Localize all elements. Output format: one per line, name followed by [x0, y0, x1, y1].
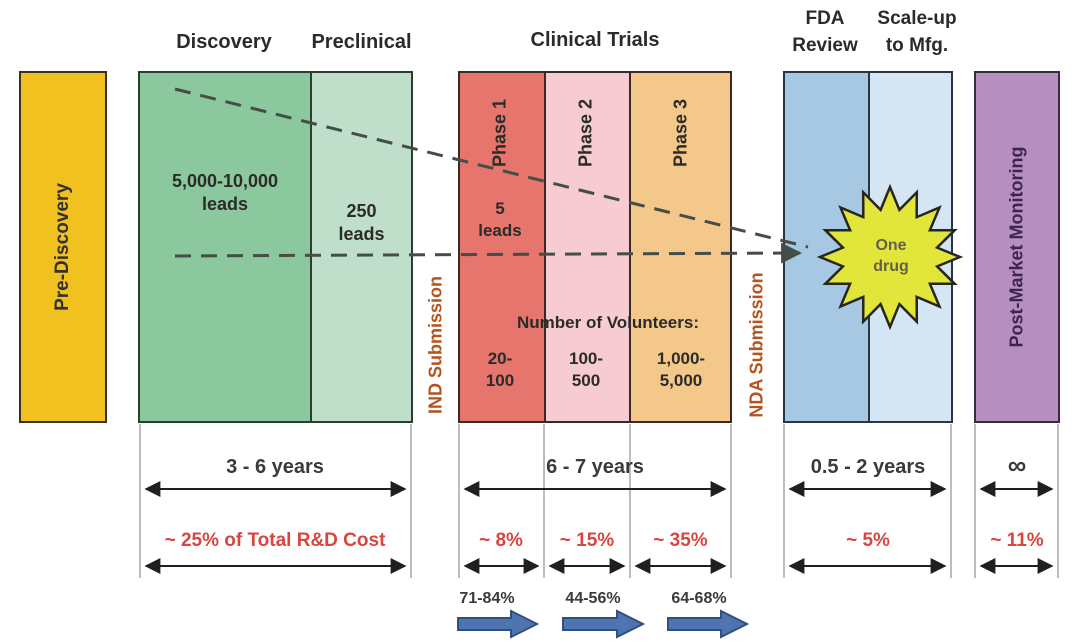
phase1-volunteers: 20- 100: [485, 349, 515, 391]
phase1-cost: ~ 8%: [479, 530, 523, 551]
phase2-label: Phase 2: [575, 98, 596, 168]
guide-lines: [139, 424, 1059, 578]
phase2-success-rate: 44-56%: [565, 590, 621, 607]
discovery-cell: [140, 73, 310, 421]
success-rate-arrows: [457, 609, 750, 639]
phase2-volunteers: 100- 500: [568, 349, 604, 391]
phase3-label: Phase 3: [670, 98, 691, 168]
phase2-cell: [544, 73, 629, 421]
post-market-label: Post-Market Monitoring: [1006, 146, 1027, 348]
phase1-success-arrow: [457, 609, 540, 639]
post-market-box: [974, 71, 1060, 423]
clinical-duration: 6 - 7 years: [546, 456, 644, 478]
phase1-leads: 5 leads: [478, 199, 522, 241]
one-drug-label: One drug: [873, 237, 909, 275]
phase1-success-rate: 71-84%: [459, 590, 515, 607]
funnel-lower-dashed-line: [174, 242, 803, 264]
nda-submission-label: NDA Submission: [746, 272, 767, 418]
fda-cost: ~ 5%: [846, 530, 890, 551]
phase3-success-arrow: [667, 609, 750, 639]
ind-submission-label: IND Submission: [425, 275, 446, 415]
preclinical-header: Preclinical: [311, 31, 412, 53]
preclinical-leads: 250 leads: [338, 201, 385, 245]
volunteers-heading: Number of Volunteers:: [517, 313, 699, 332]
fda-review-header: FDA Review: [792, 8, 858, 56]
discovery-leads: 5,000-10,000 leads: [171, 171, 279, 215]
clinical-trials-box: [458, 71, 732, 423]
discovery-preclinical-box: [138, 71, 413, 423]
pre-discovery-box: [19, 71, 107, 423]
fda-duration: 0.5 - 2 years: [810, 456, 926, 478]
preclinical-cell: [310, 73, 411, 421]
scaleup-header: Scale-up to Mfg.: [877, 8, 957, 56]
discovery-duration: 3 - 6 years: [226, 456, 324, 478]
phase3-cell: [629, 73, 730, 421]
phase2-cost: ~ 15%: [559, 530, 615, 551]
clinical-trials-header: Clinical Trials: [530, 29, 660, 51]
post-market-cost: ~ 11%: [990, 530, 1044, 551]
phase1-label: Phase 1: [489, 98, 510, 168]
discovery-cost: ~ 25% of Total R&D Cost: [164, 530, 386, 551]
discovery-header: Discovery: [176, 31, 272, 53]
one-drug-starburst: [816, 183, 964, 331]
funnel-upper-dashed-line: [174, 87, 809, 249]
phase3-cost: ~ 35%: [653, 530, 708, 551]
phase2-success-arrow: [562, 609, 646, 639]
phase1-cell: [460, 73, 544, 421]
pre-discovery-label: Pre-Discovery: [52, 183, 73, 311]
phase3-volunteers: 1,000- 5,000: [656, 349, 706, 391]
post-market-duration: ∞: [1007, 450, 1027, 480]
phase3-success-rate: 64-68%: [671, 590, 727, 607]
